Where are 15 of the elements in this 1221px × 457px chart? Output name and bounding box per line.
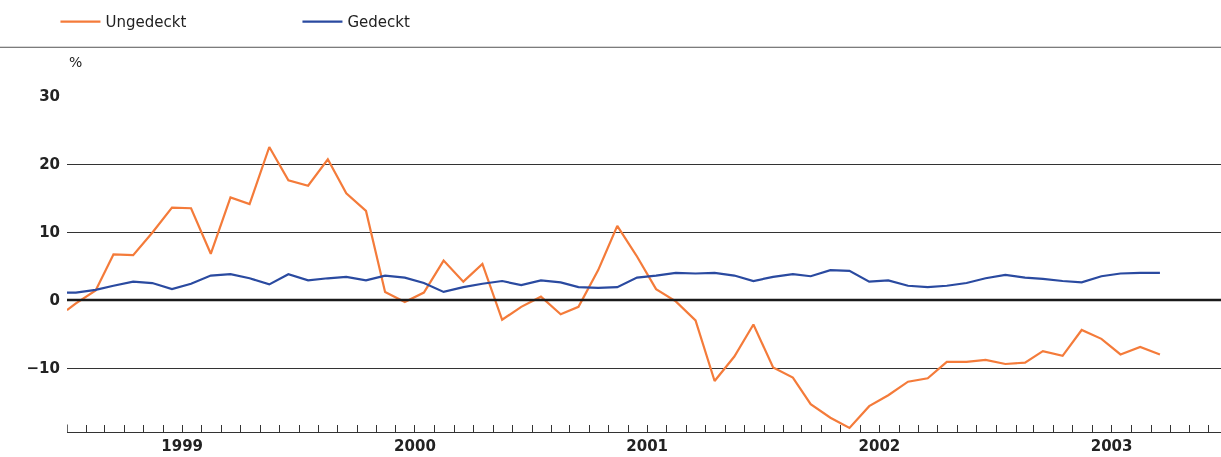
line-series — [67, 145, 1162, 430]
y-tick-label: 10 — [39, 223, 60, 242]
y-tick-label: 20 — [39, 155, 60, 174]
x-tick-label: 2002 — [858, 437, 901, 455]
x-tick-label: 2003 — [1090, 437, 1133, 455]
legend-label: Gedeckt — [347, 13, 410, 32]
x-tick-label: 1999 — [161, 437, 204, 455]
y-tick-label: 30 — [39, 87, 60, 106]
x-tick-label: 2001 — [626, 437, 669, 455]
y-tick-label: −10 — [26, 359, 60, 378]
y-tick-label: 0 — [49, 291, 60, 310]
legend-label: Ungedeckt — [105, 13, 187, 32]
line-series — [67, 269, 1162, 294]
x-tick-label: 2000 — [394, 437, 436, 455]
y-axis-title: % — [69, 54, 83, 70]
